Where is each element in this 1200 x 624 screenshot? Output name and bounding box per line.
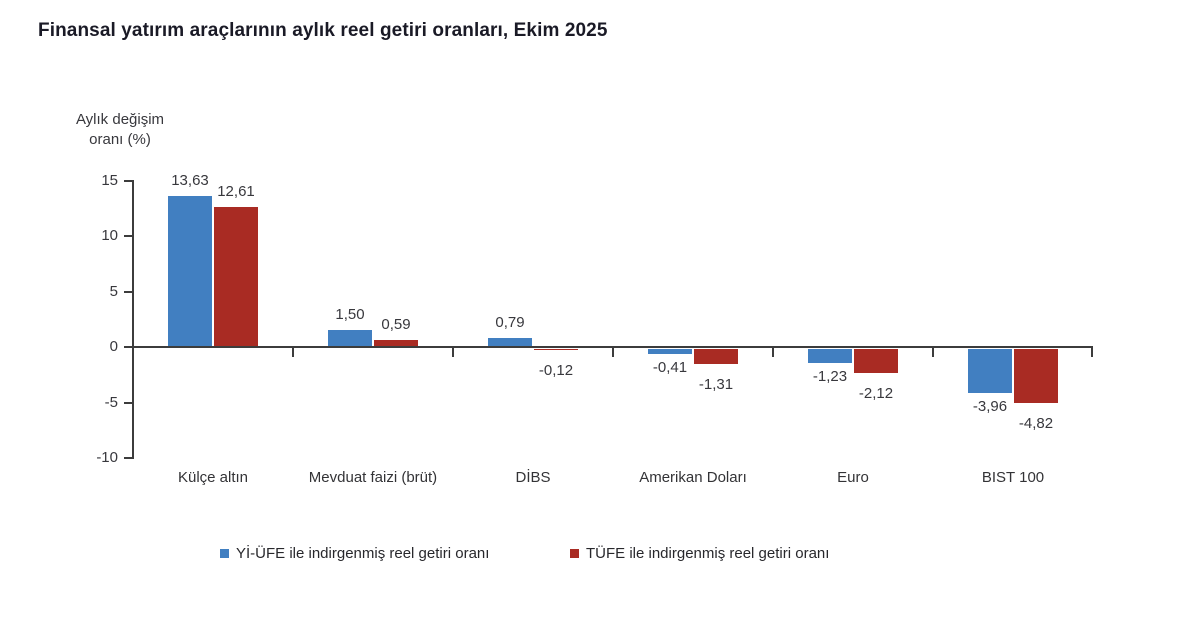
bar (854, 349, 898, 373)
legend-label: Yİ-ÜFE ile indirgenmiş reel getiri oranı (236, 544, 490, 562)
legend-label: TÜFE ile indirgenmiş reel getiri oranı (586, 544, 830, 562)
y-tick (124, 290, 132, 293)
category-label: Amerikan Doları (639, 469, 747, 486)
legend-item: Yİ-ÜFE ile indirgenmiş reel getiri oranı (220, 544, 489, 562)
y-axis-title: Aylık değişim oranı (%) (75, 111, 165, 148)
bar-value-label: 13,63 (171, 171, 209, 189)
category-label: BIST 100 (981, 469, 1045, 486)
y-tick (124, 457, 132, 459)
bar (214, 207, 258, 347)
y-tick-label: 5 (109, 282, 118, 300)
category-label: Külçe altın (177, 469, 249, 486)
legend-swatch-icon (570, 548, 579, 558)
bar (168, 195, 212, 347)
category-label: Euro (837, 469, 869, 486)
chart-title: Finansal yatırım araçlarının aylık reel … (38, 20, 608, 41)
y-tick (124, 179, 132, 182)
bar (694, 349, 738, 364)
legend-item: TÜFE ile indirgenmiş reel getiri oranı (570, 544, 829, 562)
y-tick (124, 346, 132, 348)
bar-value-label: -1,31 (698, 375, 734, 393)
x-tick (772, 348, 774, 357)
bar (534, 349, 578, 351)
y-tick (124, 235, 132, 237)
bar-value-label: 0,79 (495, 314, 525, 332)
y-tick-label: 10 (101, 227, 118, 244)
x-tick (612, 348, 614, 357)
bar-value-label: -3,96 (972, 397, 1008, 415)
y-axis-line (132, 179, 134, 459)
y-tick (124, 401, 132, 404)
zero-axis-line (132, 346, 1093, 348)
x-tick (292, 348, 294, 357)
bar-value-label: 0,59 (381, 316, 411, 334)
legend-swatch-icon (220, 548, 229, 558)
bar-value-label: -0,12 (538, 362, 574, 380)
y-tick-label: -5 (104, 393, 118, 411)
bar (648, 349, 692, 354)
bar-value-label: -4,82 (1018, 414, 1054, 432)
bar (968, 349, 1012, 393)
x-tick (452, 348, 454, 357)
bar (488, 338, 532, 347)
bar (1014, 349, 1058, 403)
x-axis-end-tick (1091, 348, 1093, 357)
bar (328, 330, 372, 347)
bar (808, 349, 852, 363)
bar-value-label: -2,12 (858, 384, 894, 402)
category-label: DİBS (515, 469, 551, 486)
y-tick-label: 0 (109, 338, 118, 355)
x-tick (932, 348, 934, 357)
bar-value-label: 12,61 (217, 183, 255, 201)
bar-value-label: -1,23 (812, 367, 848, 385)
bar-value-label: -0,41 (652, 358, 688, 376)
y-tick-label: 15 (101, 171, 118, 189)
y-tick-label: -10 (96, 449, 118, 466)
bar-value-label: 1,50 (335, 306, 365, 324)
category-label: Mevduat faizi (brüt) (308, 469, 438, 486)
bar (374, 340, 418, 347)
